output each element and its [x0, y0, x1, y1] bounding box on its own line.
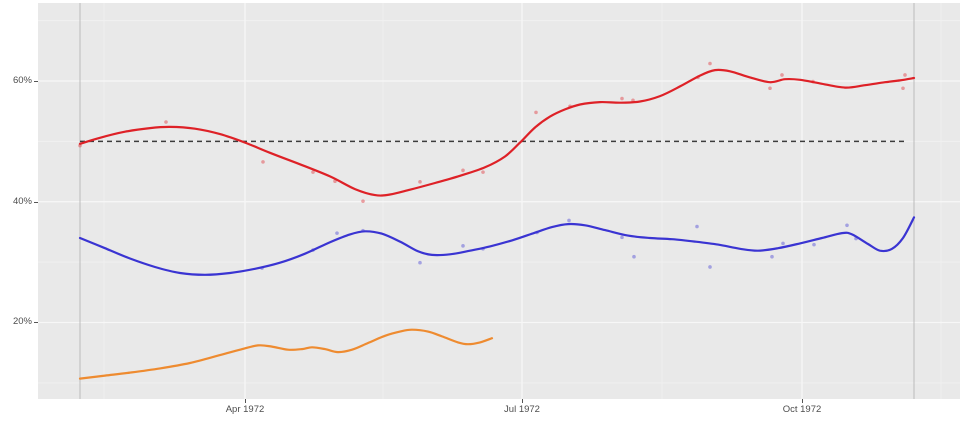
- blue-series-point: [418, 260, 422, 265]
- blue-series-point: [812, 242, 816, 247]
- x-tick-label-apr: Apr 1972: [225, 404, 265, 415]
- x-tick-mark: [802, 399, 803, 403]
- blue-series-point: [695, 224, 699, 229]
- red-series-point: [903, 73, 907, 77]
- orange-series-line: [78, 328, 494, 380]
- blue-series-point: [708, 265, 712, 269]
- blue-series-point: [770, 254, 774, 259]
- red-series-point: [461, 168, 465, 173]
- chart-canvas: [38, 3, 960, 399]
- red-series-point: [620, 96, 624, 101]
- blue-series-point: [632, 254, 636, 259]
- x-tick-mark: [522, 399, 523, 403]
- red-series-point: [311, 170, 315, 174]
- y-tick-label-20: 20%: [12, 316, 32, 327]
- blue-series-line: [78, 216, 916, 276]
- y-tick-mark: [34, 202, 38, 203]
- x-tick-label-jul: Jul 1972: [504, 404, 540, 415]
- y-tick-label-40: 40%: [12, 196, 32, 207]
- x-tick-mark: [245, 399, 246, 403]
- blue-series-point: [567, 218, 571, 223]
- y-tick-mark: [34, 322, 38, 323]
- x-tick-label-oct: Oct 1972: [782, 404, 822, 415]
- blue-series-point: [335, 231, 339, 235]
- y-tick-label-60: 60%: [12, 75, 32, 86]
- red-series-point: [768, 86, 772, 91]
- red-series-point: [418, 180, 422, 184]
- plot-panel: [38, 3, 960, 399]
- red-series-point: [361, 199, 365, 203]
- red-series-point: [481, 170, 485, 174]
- red-series-point: [78, 143, 82, 148]
- red-series-point: [708, 61, 712, 66]
- red-series-line: [78, 68, 916, 197]
- blue-series-point: [461, 244, 465, 248]
- red-series-point: [164, 120, 168, 124]
- red-series-point: [780, 73, 784, 77]
- y-tick-mark: [34, 81, 38, 82]
- blue-series-point: [781, 241, 785, 246]
- red-series-point: [261, 160, 265, 164]
- red-series-point: [534, 110, 538, 115]
- blue-series-point: [845, 223, 849, 228]
- red-series-point: [901, 86, 905, 91]
- blue-series-point: [620, 235, 624, 240]
